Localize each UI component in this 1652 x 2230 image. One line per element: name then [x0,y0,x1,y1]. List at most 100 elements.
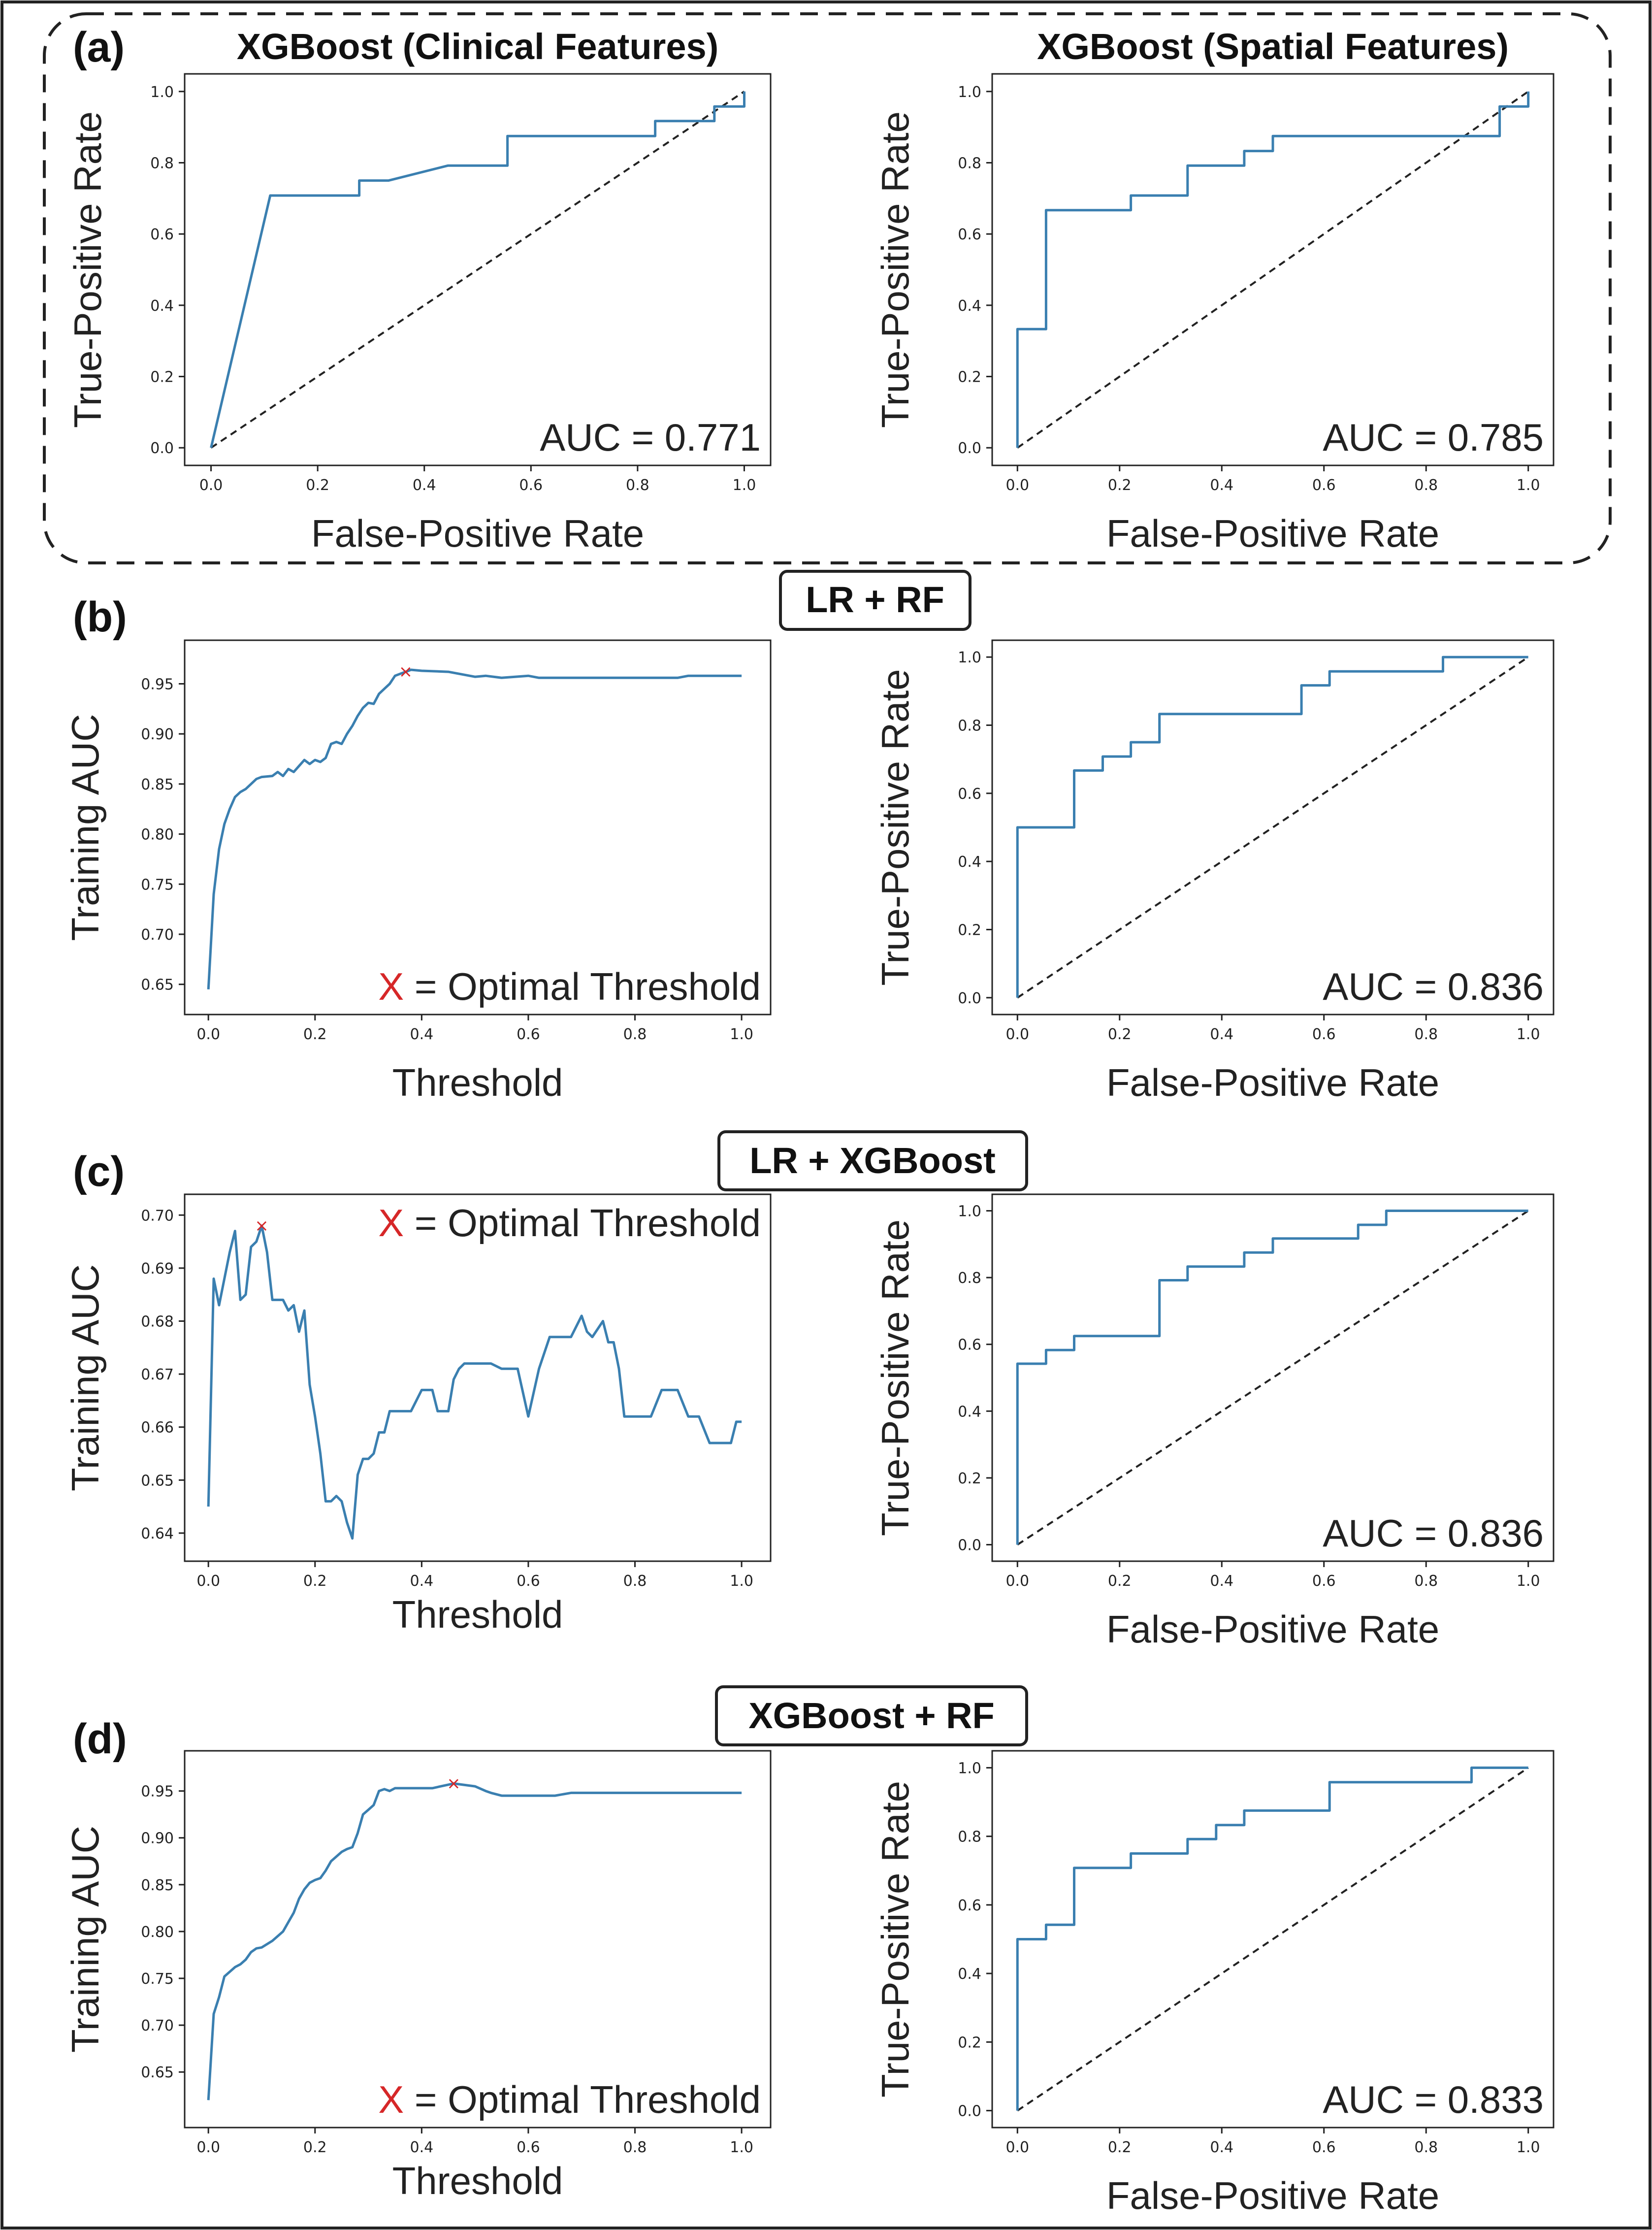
y-axis-label: Training AUC [64,1826,107,2053]
legend-x-symbol: X [378,2078,404,2121]
section-title-d: XGBoost + RF [715,1685,1028,1746]
legend-text: = Optimal Threshold [404,1201,761,1245]
y-tick-label: 0.4 [958,297,981,315]
y-tick-label: 0.6 [958,786,981,803]
series-line [1016,91,1530,448]
plot-frame [991,639,1555,1016]
chart-a-spatial-roc: 0.0 0.2 0.4 0.6 0.8 1.0 0.0 0.2 0.4 0.6 0.8 1.0 XGBo… [874,26,1555,555]
x-tick-label: 0.0 [196,1573,220,1590]
x-axis-label: Threshold [392,1061,563,1104]
x-tick-label: 1.0 [733,477,756,494]
x-tick-label: 0.8 [623,1573,647,1590]
chance-diagonal-line [210,91,745,449]
section-title-b-text: LR + RF [806,579,944,620]
y-tick-label: 0.65 [141,977,174,994]
panel-letter-a: (a) [73,24,125,71]
legend-x-symbol: X [378,965,404,1008]
series-line [1016,1766,1528,2111]
y-tick-label: 1.0 [150,84,174,101]
x-axis-label: Threshold [392,1593,563,1636]
x-tick-label: 0.6 [517,1026,540,1043]
x-tick-label: 0.8 [626,477,649,494]
y-tick-label: 0.8 [958,155,981,172]
x-axis-label: Threshold [392,2159,563,2202]
y-tick-label: 0.4 [150,297,174,315]
y-tick-label: 0.69 [141,1260,174,1278]
y-tick-label: 0.90 [141,726,174,743]
y-tick-label: 0.70 [141,926,174,944]
y-tick-label: 0.2 [958,369,981,386]
series-line [207,668,742,990]
y-tick-label: 0.80 [141,826,174,844]
chance-diagonal-line [1017,1767,1529,2112]
plot-frame [184,639,772,1016]
chart-d-training-auc: 0.0 0.2 0.4 0.6 0.8 1.0 0.65 0.70 0.75 0.80 0.85 0.… [64,1750,772,2202]
x-tick-label: 0.4 [410,2139,433,2156]
chart-c-roc: 0.0 0.2 0.4 0.6 0.8 1.0 0.0 0.2 0.4 0.6 0.8 1.0 Fals… [874,1193,1555,1651]
optimal-threshold-marker: × [399,662,413,682]
x-tick-label: 0.2 [303,2139,327,2156]
series-line [207,1782,742,2100]
x-tick-label: 0.6 [1312,1026,1336,1043]
y-tick-label: 0.2 [150,369,174,386]
x-tick-label: 0.8 [1414,1573,1438,1590]
panel-letter-d: (d) [73,1715,127,1763]
y-tick-label: 0.8 [958,1270,981,1287]
series-line [1016,1210,1528,1545]
panel-a-dashed-frame [43,12,1612,564]
section-title-d-box [715,1685,1028,1746]
x-tick-label: 0.6 [1312,2139,1336,2156]
x-axis-label: False-Positive Rate [1106,1061,1439,1104]
x-tick-label: 0.6 [517,2139,540,2156]
auc-annotation: AUC = 0.833 [1323,2078,1544,2121]
y-tick-label: 0.6 [150,226,174,243]
x-tick-label: 1.0 [730,1026,753,1043]
x-tick-label: 0.6 [1312,1573,1336,1590]
y-tick-label: 0.0 [958,990,981,1007]
chart-b-roc: 0.0 0.2 0.4 0.6 0.8 1.0 0.0 0.2 0.4 0.6 0.8 1.0 Fals… [874,639,1555,1104]
y-tick-label: 0.4 [958,1966,981,1983]
x-tick-label: 0.4 [410,1026,433,1043]
auc-annotation: AUC = 0.836 [1323,965,1544,1008]
y-tick-label: 1.0 [958,84,981,101]
y-tick-label: 0.90 [141,1830,174,1847]
x-tick-label: 0.4 [1210,1573,1233,1590]
y-tick-label: 0.75 [141,876,174,893]
y-tick-label: 0.2 [958,1470,981,1487]
y-tick-label: 0.65 [141,1472,174,1489]
plot-frame [991,1193,1555,1562]
y-tick-label: 0.6 [958,1337,981,1354]
section-title-d-text: XGBoost + RF [748,1695,995,1736]
y-tick-label: 0.67 [141,1366,174,1383]
legend-text: = Optimal Threshold [404,2078,761,2121]
chance-diagonal-line [1017,656,1529,999]
x-tick-label: 0.4 [413,477,436,494]
chart-a-clinical-roc: 0.0 0.2 0.4 0.6 0.8 1.0 0.0 0.2 0.4 0.6 0.8 1.0 XGBo… [66,26,772,555]
y-tick-label: 0.2 [958,921,981,939]
x-tick-label: 0.0 [199,477,223,494]
y-tick-label: 1.0 [958,1203,981,1220]
plot-frame [184,1750,772,2129]
y-tick-label: 0.65 [141,2064,174,2081]
optimal-threshold-legend: X = Optimal Threshold [378,965,761,1008]
y-tick-label: 0.8 [150,155,174,172]
x-tick-label: 1.0 [1517,477,1540,494]
x-axis-label: False-Positive Rate [311,512,644,555]
optimal-threshold-marker: × [255,1216,269,1236]
section-title-b: LR + RF [779,570,972,631]
x-tick-label: 0.2 [306,477,329,494]
y-tick-label: 0.95 [141,1783,174,1801]
y-tick-label: 0.4 [958,853,981,871]
x-tick-label: 0.8 [1414,1026,1438,1043]
x-tick-label: 0.2 [1108,1573,1132,1590]
x-tick-label: 0.8 [623,2139,647,2156]
x-axis-label: False-Positive Rate [1106,1607,1439,1651]
x-tick-label: 0.0 [1005,1573,1029,1590]
y-tick-label: 0.0 [958,2103,981,2120]
chart-title: XGBoost (Spatial Features) [1037,26,1509,67]
x-tick-label: 1.0 [730,1573,753,1590]
y-tick-label: 0.85 [141,1877,174,1894]
chart-title: XGBoost (Clinical Features) [237,26,719,67]
